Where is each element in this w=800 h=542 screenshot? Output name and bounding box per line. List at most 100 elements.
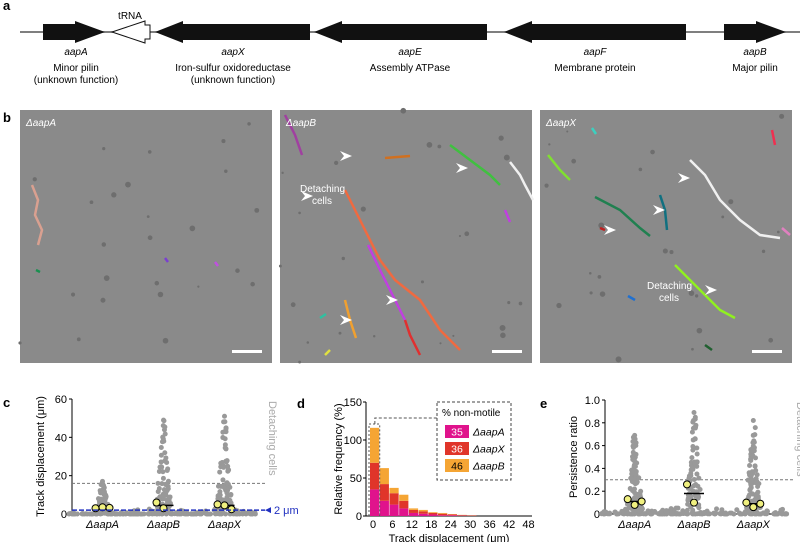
x-tick-label: ΔaapB [676, 519, 710, 531]
data-point [746, 509, 752, 515]
cell-speck [334, 160, 339, 165]
cell-speck [518, 301, 523, 306]
data-point [714, 506, 720, 512]
data-point [750, 432, 756, 438]
data-point [158, 445, 164, 451]
data-point [684, 507, 690, 513]
data-point [754, 491, 760, 497]
scale-bar [492, 350, 522, 353]
cell-speck [571, 158, 577, 164]
cell-speck [688, 290, 695, 296]
gene-name: aapF [584, 47, 608, 58]
cell-speck [298, 211, 301, 215]
legend-value: 36 [451, 444, 463, 456]
data-point [636, 475, 642, 481]
data-point [155, 480, 161, 486]
data-point [749, 447, 755, 453]
histogram-bar [438, 513, 448, 516]
y-tick-label: 50 [350, 473, 362, 485]
cell-speck [125, 181, 131, 188]
data-point [161, 492, 167, 498]
cell-speck [154, 280, 160, 286]
cell-speck [768, 337, 774, 343]
replicate-mean [152, 498, 161, 507]
y-tick-label: 100 [344, 435, 362, 447]
histogram-bar [379, 468, 389, 485]
data-point [102, 494, 108, 500]
data-point [163, 455, 169, 461]
data-point [696, 475, 702, 481]
gene-desc: Iron-sulfur oxidoreductase [175, 63, 291, 74]
data-point [217, 469, 223, 475]
data-point [756, 511, 762, 517]
cell-track [449, 144, 501, 186]
x-tick-label: 12 [406, 519, 418, 531]
data-point [695, 511, 701, 517]
gene-arrow-aapF [504, 21, 686, 43]
cell-speck [589, 291, 593, 295]
data-point [247, 510, 253, 516]
cell-speck [499, 324, 506, 331]
cell-speck [298, 360, 302, 364]
data-point [158, 459, 164, 465]
data-point [161, 427, 167, 433]
data-point [701, 509, 707, 515]
data-point [164, 467, 170, 473]
x-tick-label: 6 [389, 519, 395, 531]
histogram-bar [389, 504, 399, 516]
replicate-mean [213, 500, 222, 509]
image-label: ΔaapB [285, 118, 316, 129]
cell-track [384, 154, 411, 160]
cell-track [599, 226, 606, 232]
arrowhead-icon [678, 173, 690, 183]
data-point [219, 511, 225, 517]
data-point [674, 511, 680, 517]
histogram-bar [428, 512, 438, 513]
data-point [750, 418, 756, 424]
y-axis-label: Persistence ratio [568, 416, 580, 498]
cell-speck [235, 268, 240, 273]
cell-track [343, 189, 461, 351]
cell-speck [70, 292, 76, 297]
replicate-mean [683, 480, 691, 489]
cell-track [594, 195, 651, 237]
replicate-mean [220, 501, 229, 510]
histogram-bar [418, 513, 428, 516]
cell-speck [426, 142, 433, 148]
gene-name: aapB [743, 47, 767, 58]
scale-bar [232, 350, 262, 353]
data-point [156, 468, 162, 474]
data-point [222, 413, 227, 419]
cell-speck [338, 331, 342, 335]
gene-desc: (unknown function) [191, 75, 276, 86]
cell-track [627, 294, 636, 302]
y-tick-label: 1.0 [585, 395, 600, 407]
data-point [689, 510, 695, 516]
data-point [753, 467, 759, 473]
data-point [713, 510, 719, 516]
histogram-bar [399, 500, 409, 509]
replicate-mean [749, 503, 758, 512]
data-point [159, 464, 165, 470]
y-axis-label: Track displacement (μm) [35, 396, 47, 517]
cell-track [503, 209, 512, 223]
data-point [189, 511, 195, 517]
data-point [692, 460, 698, 466]
x-tick-label: ΔaapX [207, 519, 242, 531]
legend-swatch [445, 459, 469, 472]
data-point [621, 511, 627, 517]
histogram-bar [418, 511, 428, 514]
data-point [83, 511, 89, 517]
cell-speck [290, 302, 296, 308]
side-label: Detaching cells [266, 401, 278, 476]
cell-track [30, 184, 44, 246]
connector-line [374, 417, 437, 425]
cell-speck [360, 206, 366, 212]
cell-speck [221, 139, 226, 144]
histogram-bar [379, 500, 389, 516]
data-point [719, 507, 725, 513]
x-tick-label: ΔaapA [85, 519, 119, 531]
data-point [632, 486, 638, 492]
threshold-label: 2 μm [274, 505, 299, 517]
